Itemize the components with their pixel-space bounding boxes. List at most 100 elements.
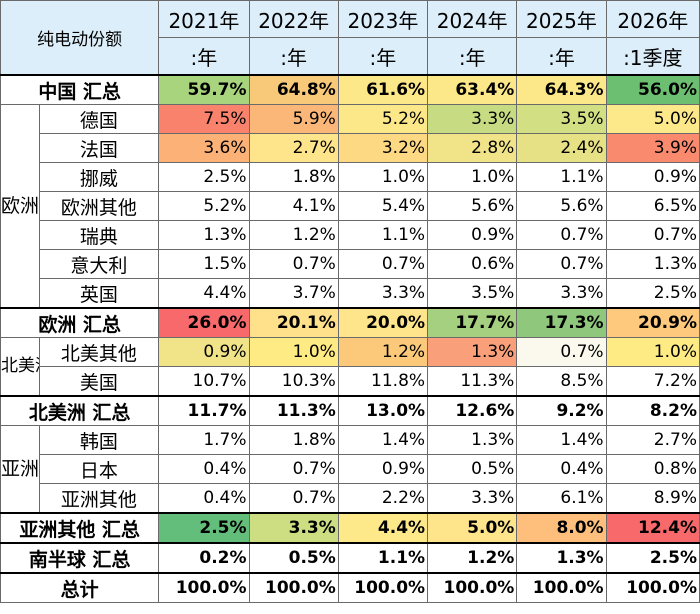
cell-value: 0.6% [427, 249, 518, 279]
cell-value: 3.9% [605, 133, 700, 163]
cell-value: 61.6% [337, 74, 429, 105]
cell-value: 1.3% [605, 249, 700, 279]
cell-value: 5.6% [427, 191, 518, 221]
cell-value: 5.0% [605, 104, 700, 134]
cell-value: 12.4% [605, 512, 700, 544]
cell-value: 100.0% [158, 572, 250, 603]
period-header: :1季度 [605, 37, 700, 76]
country-label: 瑞典 [38, 220, 160, 250]
cell-value: 100.0% [605, 572, 700, 603]
cell-value: 0.9% [605, 162, 700, 192]
cell-value: 3.5% [516, 104, 607, 134]
cell-value: 2.4% [516, 133, 607, 163]
cell-value: 7.5% [158, 104, 250, 134]
cell-value: 8.0% [516, 512, 607, 544]
cell-value: 1.3% [516, 542, 607, 574]
cell-value: 0.7% [516, 249, 607, 279]
cell-value: 17.3% [516, 307, 607, 338]
cell-value: 100.0% [337, 572, 429, 603]
country-label: 法国 [38, 133, 160, 163]
table-row: 亚洲其他 0.4% 0.7% 2.2% 3.3% 6.1% 8.9% [1, 483, 700, 514]
cell-value: 3.5% [427, 278, 518, 309]
cell-value: 100.0% [516, 572, 607, 603]
country-label: 韩国 [38, 425, 160, 455]
table-row: 南半球 汇总 0.2% 0.5% 1.1% 1.2% 1.3% 2.5% [0, 542, 700, 574]
table-row: 欧洲 汇总 26.0% 20.1% 20.0% 17.7% 17.3% 20.9… [0, 307, 700, 338]
table-row: 北美洲 北美其他 0.9% 1.0% 1.2% 1.3% 0.7% 1.0% [0, 337, 700, 397]
region-label-north-america: 北美洲 [0, 337, 40, 397]
year-header: 2023年 [337, 0, 429, 38]
table-row: 英国 4.4% 3.7% 3.3% 3.5% 3.3% 2.5% [1, 278, 700, 309]
cell-value: 2.5% [605, 542, 700, 574]
cell-value: 0.5% [248, 542, 339, 574]
cell-value: 3.2% [337, 133, 429, 163]
cell-value: 1.1% [337, 542, 429, 574]
cell-value: 11.3% [427, 366, 518, 397]
period-header: :年 [248, 37, 339, 76]
cell-value: 0.9% [427, 220, 518, 250]
row-label-north-america-total: 北美洲 汇总 [0, 395, 160, 426]
period-header: :年 [516, 37, 607, 76]
cell-value: 0.8% [605, 454, 700, 484]
table-row: 挪威 2.5% 1.8% 1.0% 1.0% 1.1% 0.9% [1, 162, 700, 192]
cell-value: 5.2% [158, 191, 250, 221]
row-label-grand-total: 总计 [0, 572, 160, 603]
cell-value: 5.6% [516, 191, 607, 221]
cell-value: 5.4% [337, 191, 429, 221]
row-label-china-total: 中国 汇总 [0, 74, 160, 105]
table-row: 中国 汇总 59.7% 64.8% 61.6% 63.4% 64.3% 56.0… [0, 74, 700, 105]
cell-value: 10.7% [158, 366, 250, 397]
cell-value: 0.7% [605, 220, 700, 250]
cell-value: 5.2% [337, 104, 429, 134]
table-row: 日本 0.4% 0.7% 0.9% 0.5% 0.4% 0.8% [1, 454, 700, 484]
cell-value: 2.5% [158, 162, 250, 192]
table-row: 总计 100.0% 100.0% 100.0% 100.0% 100.0% 10… [0, 572, 700, 603]
cell-value: 8.2% [605, 395, 700, 426]
cell-value: 5.0% [427, 512, 518, 544]
year-header: 2026年 [605, 0, 700, 38]
row-label-europe-total: 欧洲 汇总 [0, 307, 160, 338]
cell-value: 6.1% [516, 483, 607, 514]
cell-value: 0.7% [516, 220, 607, 250]
cell-value: 5.9% [248, 104, 339, 134]
cell-value: 10.3% [248, 366, 339, 397]
period-header: :年 [337, 37, 429, 76]
cell-value: 8.9% [605, 483, 700, 514]
row-label-south-total: 南半球 汇总 [0, 542, 160, 574]
table-row: 美国 10.7% 10.3% 11.8% 11.3% 8.5% 7.2% [1, 366, 700, 397]
cell-value: 8.5% [516, 366, 607, 397]
cell-value: 0.7% [248, 483, 339, 514]
cell-value: 9.2% [516, 395, 607, 426]
period-header: :年 [158, 37, 250, 76]
cell-value: 11.7% [158, 395, 250, 426]
country-label: 德国 [38, 104, 160, 134]
row-label-asia-other-total: 亚洲其他 汇总 [0, 512, 160, 544]
cell-value: 0.9% [158, 337, 250, 367]
cell-value: 1.5% [158, 249, 250, 279]
cell-value: 2.5% [605, 278, 700, 309]
year-header: 2022年 [248, 0, 339, 38]
country-label: 挪威 [38, 162, 160, 192]
cell-value: 11.3% [248, 395, 339, 426]
country-label: 英国 [38, 278, 160, 309]
cell-value: 6.5% [605, 191, 700, 221]
cell-value: 3.3% [248, 512, 339, 544]
table-row: 北美洲 汇总 11.7% 11.3% 13.0% 12.6% 9.2% 8.2% [0, 395, 700, 426]
cell-value: 59.7% [158, 74, 250, 105]
cell-value: 1.2% [427, 542, 518, 574]
cell-value: 63.4% [427, 74, 518, 105]
cell-value: 20.9% [605, 307, 700, 338]
country-label: 欧洲其他 [38, 191, 160, 221]
cell-value: 1.8% [248, 425, 339, 455]
cell-value: 17.7% [427, 307, 518, 338]
year-header: 2021年 [158, 0, 250, 38]
cell-value: 0.2% [158, 542, 250, 574]
cell-value: 4.4% [158, 278, 250, 309]
header-row-years: 纯电动份额 2021年 2022年 2023年 2024年 2025年 2026… [0, 0, 700, 76]
cell-value: 7.2% [605, 366, 700, 397]
cell-value: 1.8% [248, 162, 339, 192]
cell-value: 1.1% [337, 220, 429, 250]
cell-value: 3.6% [158, 133, 250, 163]
cell-value: 1.0% [605, 337, 700, 367]
table-row: 瑞典 1.3% 1.2% 1.1% 0.9% 0.7% 0.7% [1, 220, 700, 250]
